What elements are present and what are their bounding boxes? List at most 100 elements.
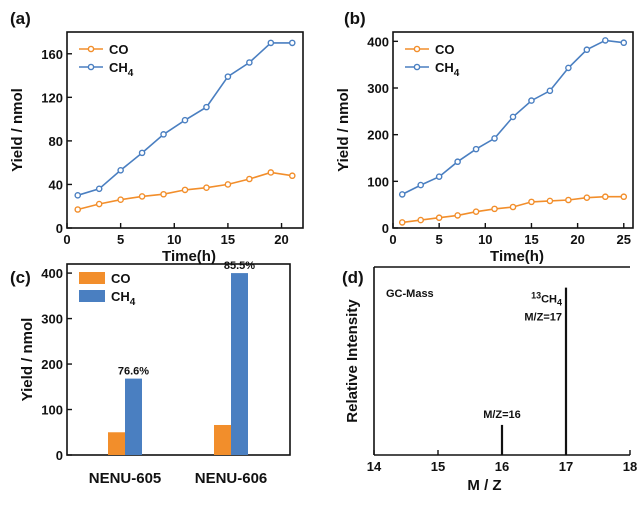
panel-d-x-axis-label: M / Z xyxy=(467,477,501,494)
panel-b-series-ch4-legend-label-text: CH xyxy=(435,60,454,75)
panel-d-peak-label: M/Z=16 xyxy=(483,409,521,421)
panel-c-category-label: NENU-605 xyxy=(89,470,162,487)
panel-b-series-co-legend-marker xyxy=(413,45,421,53)
panel-c-bar-ch4 xyxy=(231,273,248,455)
panel-b-series-ch4-legend-marker xyxy=(413,63,421,71)
panel-c-y-tick-label: 100 xyxy=(41,403,63,418)
panel-b-x-tick-label: 0 xyxy=(389,232,396,247)
panel-c-y-tick-label: 300 xyxy=(41,312,63,327)
panel-b-x-tick-label: 5 xyxy=(436,232,443,247)
panel-b-x-tick-label: 25 xyxy=(617,232,631,247)
panel-a-series-co-point xyxy=(138,193,146,200)
panel-d-x-tick-label: 16 xyxy=(495,459,509,474)
panel-c-y-axis-label: Yield / nmol xyxy=(19,318,36,402)
panel-b-series-co-point xyxy=(472,208,480,215)
panel-b-series-co-legend-label-text: CO xyxy=(435,42,455,57)
panel-b-y-tick-label: 400 xyxy=(367,34,389,49)
panel-c-bar-co xyxy=(214,424,231,455)
panel-c-series-co-legend-label: CO xyxy=(111,271,131,286)
panel-b-series-co-point xyxy=(528,198,535,206)
panel-a-series-co-legend-marker xyxy=(87,45,95,53)
panel-c-bar-percent-label: 85.5% xyxy=(224,260,255,272)
panel-b-series-ch4-point xyxy=(620,39,628,47)
panel-c-bar-percent-label: 76.6% xyxy=(118,366,149,378)
panel-a-y-tick-label: 120 xyxy=(41,90,63,105)
panel-a-series-co-point xyxy=(246,175,253,183)
panel-b-y-tick-label: 200 xyxy=(367,128,389,143)
panel-a-series-ch4-point xyxy=(117,166,124,174)
panel-b-y-tick-label: 100 xyxy=(367,174,389,189)
panel-a-y-tick-label: 80 xyxy=(49,134,63,149)
panel-b-series-co-point xyxy=(398,219,406,226)
panel-a-x-tick-label: 5 xyxy=(117,232,124,247)
panel-b-series-co-point xyxy=(602,193,609,201)
panel-b-series-ch4-point xyxy=(546,87,554,95)
panel-b-series-ch4-point xyxy=(509,113,517,121)
panel-c-series-ch4-legend-label-text: CH xyxy=(111,289,130,304)
panel-a-series-co-point xyxy=(181,186,189,194)
panel-b-series-ch4-point xyxy=(472,145,480,153)
panel-c-label: (c) xyxy=(10,268,31,287)
panel-a-series-co-point xyxy=(95,200,103,208)
panel-a-series-co-point xyxy=(74,206,82,213)
panel-b-x-tick-label: 20 xyxy=(570,232,584,247)
panel-a-y-tick-label: 40 xyxy=(49,177,63,192)
panel-d-label: (d) xyxy=(342,268,364,287)
panel-a-series-ch4-point xyxy=(224,73,232,80)
panel-b-series-co-point xyxy=(435,214,443,222)
panel-c-series-co-legend-label-text: CO xyxy=(111,271,131,286)
panel-a-series-ch4-legend-label-subscript: 4 xyxy=(128,68,134,79)
panel-c-series-ch4-legend-label: CH4 xyxy=(111,289,136,308)
panel-b-series-ch4-point xyxy=(454,158,461,166)
panel-a-series-ch4-legend-marker xyxy=(87,63,95,71)
panel-b-series-ch4-legend-label: CH4 xyxy=(435,60,460,79)
panel-a-series-ch4-point xyxy=(203,103,210,111)
panel-a-y-tick-label: 160 xyxy=(41,47,63,62)
panel-d-x-tick-label: 18 xyxy=(623,459,637,474)
panel-c-y-tick-label: 400 xyxy=(41,266,63,281)
panel-a-series-co-point xyxy=(224,181,232,188)
panel-b-y-axis-label: Yield / nmol xyxy=(335,88,352,172)
panel-a-series-ch4-point xyxy=(95,185,103,193)
panel-a-x-tick-label: 0 xyxy=(63,232,70,247)
panel-a-series-ch4-point xyxy=(267,39,275,47)
panel-b-series-co-point xyxy=(454,212,461,219)
panel-b-series-co-point xyxy=(583,194,591,201)
panel-c-series-ch4-legend-label-subscript: 4 xyxy=(130,297,136,308)
panel-d-inset-label: GC-Mass xyxy=(386,288,434,300)
panel-a-series-co-legend-label-text: CO xyxy=(109,42,129,57)
panel-d-peak-label-subscript: 4 xyxy=(557,298,562,308)
panel-a-x-tick-label: 15 xyxy=(221,232,235,247)
panel-b-y-tick-label: 0 xyxy=(382,221,389,236)
panel-c-bar-ch4 xyxy=(125,378,142,455)
panel-d-x-tick-label: 14 xyxy=(367,459,382,474)
panel-a-series-ch4-legend-label: CH4 xyxy=(109,60,134,79)
panel-c-bar-co xyxy=(108,432,125,455)
panel-b-series-ch4-legend-label-subscript: 4 xyxy=(454,68,460,79)
panel-a-y-axis-label: Yield / nmol xyxy=(9,88,26,172)
panel-b-label: (b) xyxy=(344,9,366,28)
panel-d-peak-label-mz: M/Z=17 xyxy=(524,312,562,324)
panel-b-series-ch4-point xyxy=(528,97,535,104)
panel-a-series-ch4-point xyxy=(74,192,82,199)
panel-b-series-ch4-point xyxy=(417,181,424,189)
panel-b-y-tick-label: 300 xyxy=(367,81,389,96)
panel-b-series-ch4-point xyxy=(583,46,591,54)
panel-b-series-co-point xyxy=(491,205,498,213)
panel-a-x-axis-label: Time(h) xyxy=(162,248,216,265)
panel-d-peak-label-superscript: 13 xyxy=(531,291,541,301)
panel-b-x-axis-label: Time(h) xyxy=(490,248,544,265)
panel-b-x-tick-label: 10 xyxy=(478,232,492,247)
panel-c-series-ch4-legend-swatch xyxy=(79,290,105,302)
panel-d-x-tick-label: 17 xyxy=(559,459,573,474)
panel-b-series-co-legend-label: CO xyxy=(435,42,455,57)
panel-a-y-tick-label: 0 xyxy=(56,221,63,236)
panel-b-series-ch4-point xyxy=(565,64,572,72)
panel-b-series-co-point xyxy=(620,193,628,201)
panel-a-series-ch4-legend-label-text: CH xyxy=(109,60,128,75)
panel-a-series-ch4-point xyxy=(160,131,167,138)
panel-b-frame xyxy=(392,31,634,229)
panel-a-x-tick-label: 20 xyxy=(274,232,288,247)
panel-a-label: (a) xyxy=(10,9,31,28)
